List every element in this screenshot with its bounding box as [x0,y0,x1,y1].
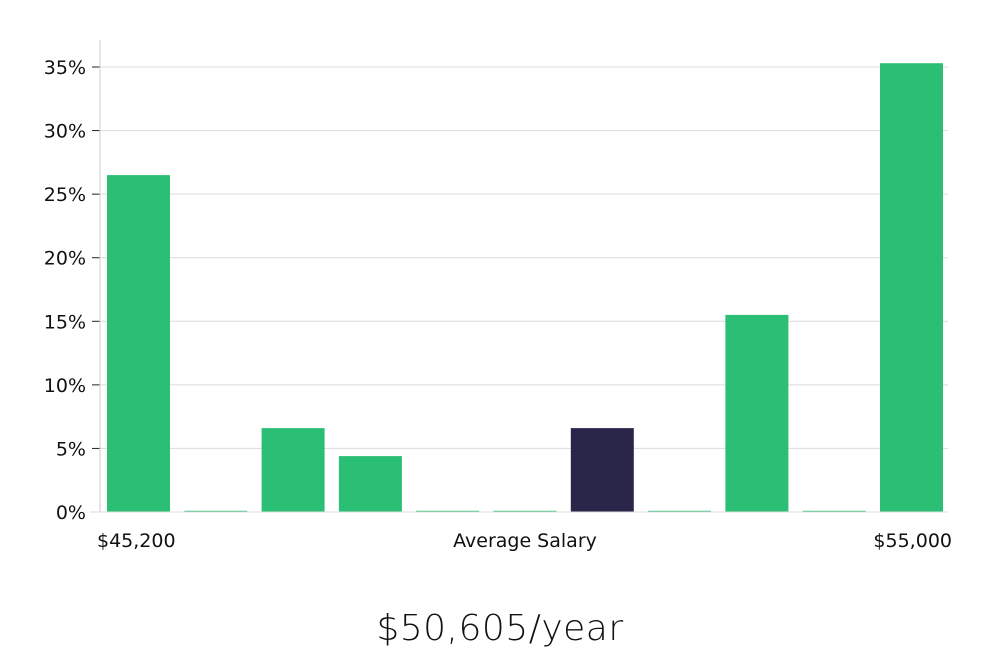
y-tick-label: 15% [44,311,86,333]
y-tick-label: 10% [44,375,86,397]
bar [648,510,712,512]
y-axis-ticks: 0% 5% 10% 15% 20% 25% 30% 35% [44,57,100,524]
bar [107,175,170,512]
bar-highlight [570,428,634,512]
bar [802,510,866,512]
x-label-max: $55,000 [873,530,952,552]
y-tick-label: 20% [44,248,86,270]
grid-lines [100,66,948,449]
average-salary-headline: $50,605/year [376,608,624,649]
y-tick-label: 30% [44,121,86,143]
salary-distribution-chart: 0% 5% 10% 15% 20% 25% 30% 35% $45,200 Average S… [44,40,952,552]
y-tick-label: 0% [56,502,86,524]
bar [338,456,402,512]
bar [725,314,789,512]
bar [261,428,325,512]
x-label-center: Average Salary [453,530,597,552]
x-label-min: $45,200 [97,530,176,552]
y-tick-label: 5% [56,438,86,460]
bar [493,510,557,512]
bar [184,510,248,512]
bars [107,63,943,512]
bar [416,510,480,512]
y-tick-label: 35% [44,57,86,79]
y-tick-label: 25% [44,184,86,206]
bar [880,63,943,512]
